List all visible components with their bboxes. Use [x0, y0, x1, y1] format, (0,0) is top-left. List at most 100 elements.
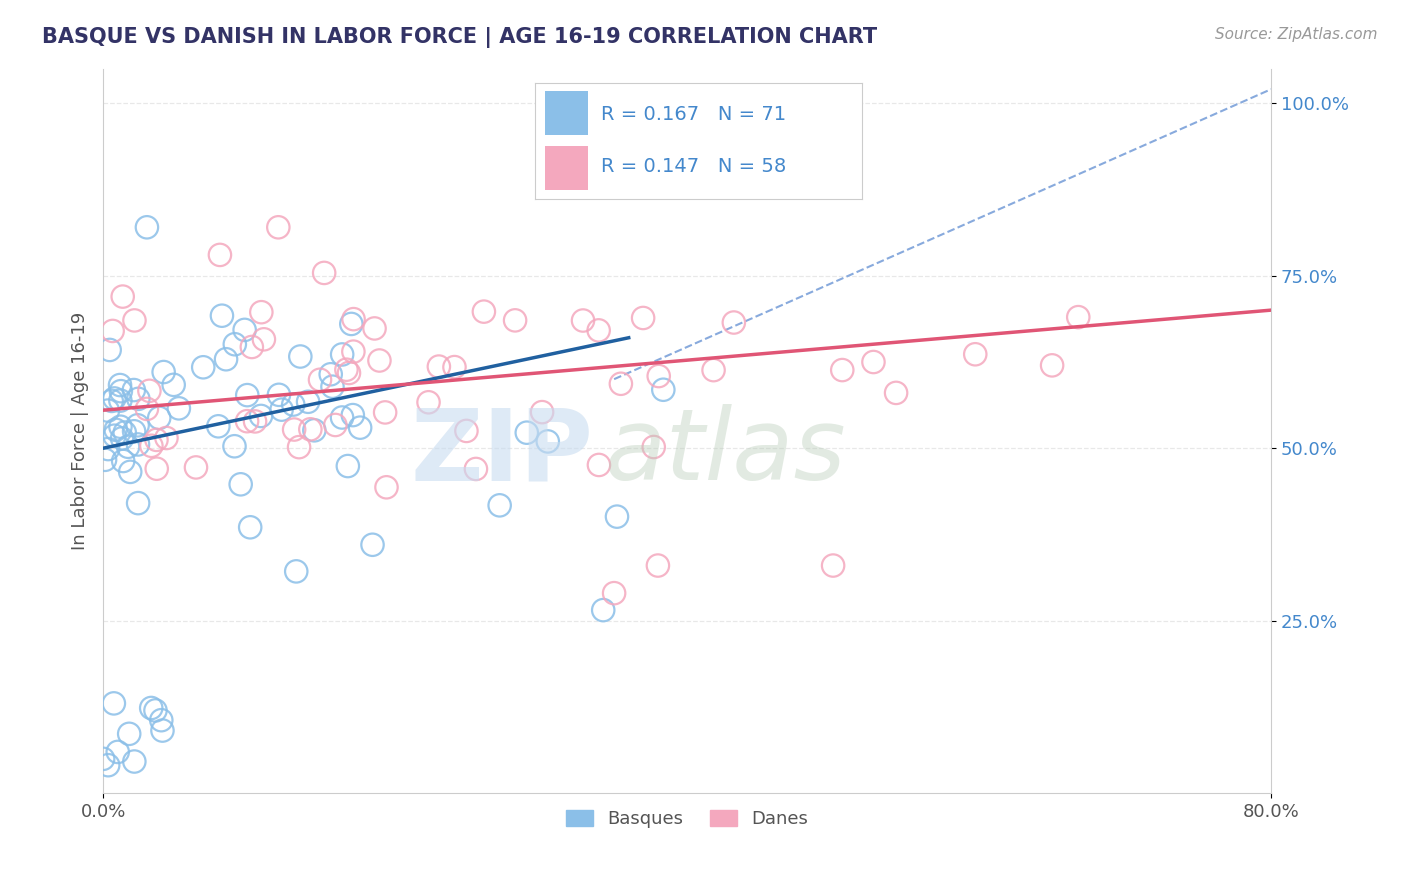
Text: BASQUE VS DANISH IN LABOR FORCE | AGE 16-19 CORRELATION CHART: BASQUE VS DANISH IN LABOR FORCE | AGE 16…	[42, 27, 877, 48]
Point	[488, 499, 510, 513]
Point	[631, 310, 654, 325]
Point	[103, 697, 125, 711]
Point	[647, 558, 669, 573]
Point	[472, 304, 495, 318]
Point	[236, 414, 259, 428]
Point	[337, 366, 360, 380]
Point	[610, 376, 633, 391]
Point	[288, 440, 311, 454]
Point	[503, 313, 526, 327]
Point	[363, 321, 385, 335]
Point	[120, 465, 142, 479]
Point	[229, 477, 252, 491]
Point	[240, 340, 263, 354]
Point	[349, 420, 371, 434]
Point	[224, 337, 246, 351]
Point	[290, 350, 312, 364]
Point	[107, 745, 129, 759]
Point	[267, 388, 290, 402]
Point	[965, 347, 987, 361]
Point	[299, 422, 322, 436]
Point	[330, 347, 353, 361]
Point	[603, 586, 626, 600]
Point	[236, 388, 259, 402]
Point	[309, 373, 332, 387]
Point	[572, 313, 595, 327]
Point	[101, 324, 124, 338]
Point	[643, 440, 665, 454]
Point	[253, 332, 276, 346]
Point	[243, 414, 266, 428]
Point	[145, 433, 167, 447]
Point	[862, 355, 884, 369]
Point	[233, 323, 256, 337]
Point	[456, 424, 478, 438]
Point	[336, 458, 359, 473]
Point	[167, 401, 190, 416]
Point	[111, 431, 134, 445]
Point	[652, 383, 675, 397]
Point	[122, 383, 145, 397]
Point	[368, 353, 391, 368]
Point	[94, 452, 117, 467]
Point	[321, 380, 343, 394]
Point	[374, 405, 396, 419]
Point	[97, 758, 120, 772]
Point	[340, 317, 363, 331]
Point	[127, 392, 149, 406]
Point	[127, 418, 149, 433]
Legend: Basques, Danes: Basques, Danes	[558, 802, 815, 835]
Point	[97, 403, 120, 417]
Point	[330, 410, 353, 425]
Point	[215, 352, 238, 367]
Point	[111, 289, 134, 303]
Point	[342, 408, 364, 422]
Point	[224, 439, 246, 453]
Point	[110, 419, 132, 434]
Point	[297, 394, 319, 409]
Point	[211, 309, 233, 323]
Point	[361, 538, 384, 552]
Text: atlas: atlas	[606, 404, 846, 501]
Point	[97, 442, 120, 456]
Point	[141, 701, 163, 715]
Point	[427, 359, 450, 374]
Point	[723, 316, 745, 330]
Point	[112, 454, 135, 468]
Point	[314, 266, 336, 280]
Text: ZIP: ZIP	[411, 404, 593, 501]
Point	[1040, 359, 1063, 373]
Point	[283, 423, 305, 437]
Point	[110, 384, 132, 399]
Point	[141, 439, 163, 453]
Point	[100, 393, 122, 408]
Point	[648, 369, 671, 384]
Point	[152, 723, 174, 738]
Point	[127, 437, 149, 451]
Point	[207, 419, 229, 434]
Point	[588, 323, 610, 337]
Point	[148, 410, 170, 425]
Point	[239, 520, 262, 534]
Point	[124, 755, 146, 769]
Point	[250, 305, 273, 319]
Point	[104, 423, 127, 437]
Point	[592, 603, 614, 617]
Point	[884, 385, 907, 400]
Y-axis label: In Labor Force | Age 16-19: In Labor Force | Age 16-19	[72, 312, 89, 550]
Point	[531, 405, 554, 419]
Point	[138, 384, 160, 398]
Point	[145, 703, 167, 717]
Point	[342, 312, 364, 326]
Point	[537, 434, 560, 449]
Point	[418, 395, 440, 409]
Point	[103, 428, 125, 442]
Point	[267, 220, 290, 235]
Point	[285, 565, 308, 579]
Point	[283, 398, 305, 412]
Point	[516, 425, 538, 440]
Point	[152, 365, 174, 379]
Point	[110, 393, 132, 408]
Point	[150, 713, 173, 727]
Point	[606, 509, 628, 524]
